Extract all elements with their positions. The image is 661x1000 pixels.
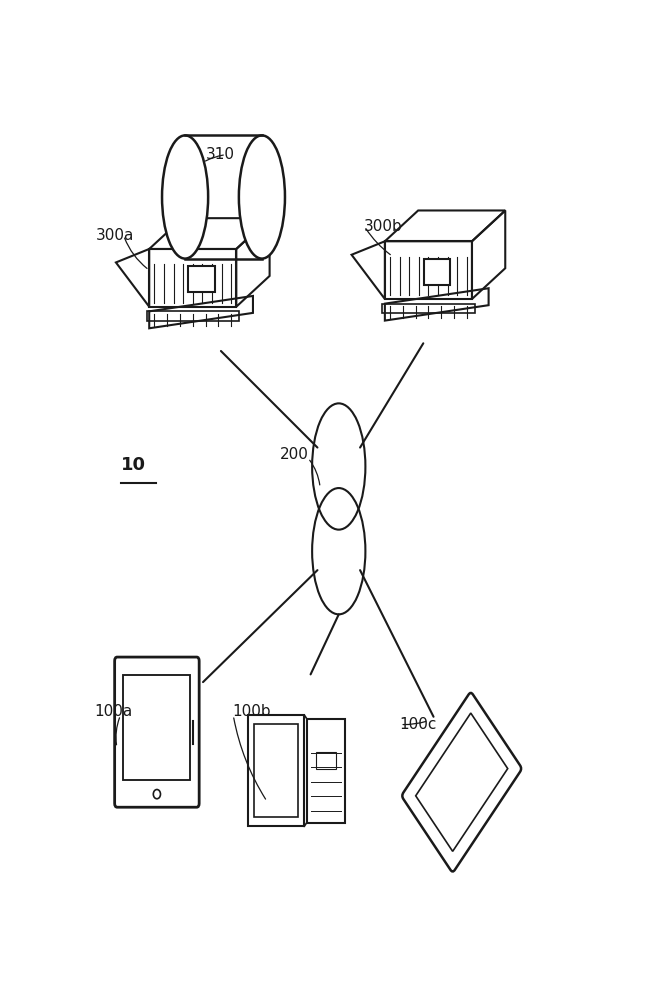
Bar (188, 266, 215, 292)
Text: 300b: 300b (364, 219, 402, 234)
Bar (307, 719, 345, 823)
Bar (316, 752, 336, 769)
FancyBboxPatch shape (403, 693, 521, 871)
Text: 100a: 100a (94, 704, 132, 719)
Bar (124, 675, 190, 780)
Text: 310: 310 (206, 147, 235, 162)
Text: 10: 10 (121, 456, 146, 474)
Bar (416, 713, 508, 851)
FancyBboxPatch shape (114, 657, 199, 807)
Bar (254, 724, 298, 817)
Ellipse shape (162, 135, 208, 259)
Bar (248, 715, 304, 826)
Text: 200: 200 (280, 447, 309, 462)
Bar (147, 311, 239, 321)
Text: 100c: 100c (399, 717, 436, 732)
Bar (424, 259, 450, 285)
Ellipse shape (239, 135, 285, 259)
Text: 100b: 100b (232, 704, 271, 719)
Bar (382, 304, 475, 313)
Text: 300a: 300a (95, 228, 134, 243)
